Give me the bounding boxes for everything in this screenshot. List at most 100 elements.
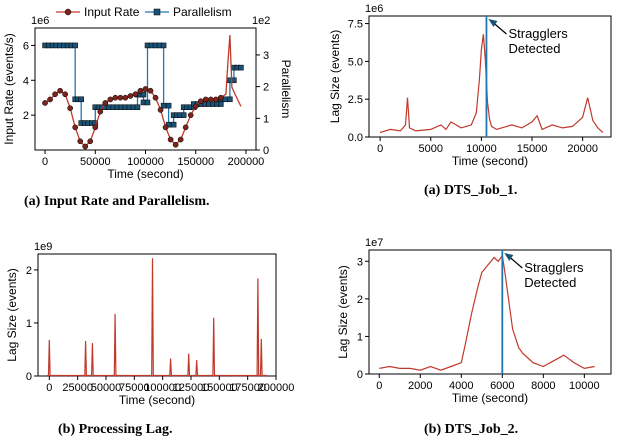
legend-parallelism-label: Parallelism xyxy=(173,5,232,19)
x-tick-label: 150000 xyxy=(177,156,214,168)
input-rate-point xyxy=(62,91,68,98)
y-exponent: 1e6 xyxy=(365,3,383,15)
y-tick-label: 5.0 xyxy=(348,56,363,68)
dts-job-1-chart: 0 5000 10000 15000 20000 0.0 2.5 5.0 7.5 Time (se… xyxy=(328,3,612,168)
y-axis-label: Lag Size (events) xyxy=(328,30,342,123)
y-tick-label: 4 xyxy=(23,75,29,87)
x-tick-label: 125000 xyxy=(173,382,210,394)
lag-line xyxy=(379,254,595,371)
caption-dts-job-1: (a) DTS_Job_1. xyxy=(424,183,518,198)
input-rate-point xyxy=(177,136,184,143)
input-rate-point xyxy=(92,124,99,131)
legend-parallelism-marker xyxy=(153,8,161,16)
input-rate-point xyxy=(67,105,74,112)
x-tick-label: 100000 xyxy=(144,382,181,394)
annotation-arrowhead xyxy=(488,19,498,27)
input-rate-point xyxy=(87,138,94,145)
parallelism-line xyxy=(45,44,241,126)
input-rate-point xyxy=(142,86,149,92)
input-rate-point xyxy=(157,107,164,113)
y-tick-label: 0.0 xyxy=(348,132,363,144)
caption-dts-job-2: (b) DTS_Job_2. xyxy=(424,422,519,437)
y-tick-label: 0 xyxy=(26,371,32,383)
x-tick-label: 200000 xyxy=(228,156,265,168)
parallelism-point xyxy=(227,96,233,103)
lag-line xyxy=(47,258,267,377)
input-rate-point xyxy=(112,94,119,101)
x-tick-label: 0 xyxy=(46,382,52,394)
x-tick-label: 20000 xyxy=(567,143,598,155)
input-rate-point xyxy=(102,100,109,106)
annotation-line-2: Detected xyxy=(508,41,560,56)
y-axis-label: Lag Size (events) xyxy=(5,268,19,361)
plot-frame xyxy=(368,15,612,138)
input-rate-point xyxy=(217,94,224,101)
x-axis-label: Time (second) xyxy=(119,393,195,407)
y2-tick-label: 2 xyxy=(263,82,269,94)
x-tick-label: 150000 xyxy=(201,382,238,394)
x-tick-label: 8000 xyxy=(531,380,555,392)
x-tick-label: 5000 xyxy=(419,143,443,155)
y2-tick-label: 0 xyxy=(263,145,269,157)
x-tick-label: 0 xyxy=(376,380,382,392)
x-axis-label: Time (second) xyxy=(107,167,183,181)
y-tick-label: 7.5 xyxy=(348,19,363,31)
input-rate-point xyxy=(197,98,204,105)
y-exponent: 1e9 xyxy=(34,241,52,253)
parallelism-point xyxy=(160,42,167,49)
input-parallelism-chart: 0 50000 100000 150000 200000 2 4 6 Time (second)… xyxy=(2,5,293,181)
annotation-line-1: Stragglers xyxy=(508,26,568,41)
y-tick-label: 3 xyxy=(357,256,363,268)
input-rate-point xyxy=(82,143,89,150)
x-tick-label: 175000 xyxy=(229,382,266,394)
legend-input-rate-marker xyxy=(64,8,72,16)
y-tick-label: 2 xyxy=(23,110,29,122)
x-tick-label: 100000 xyxy=(127,156,164,168)
legend-input-rate-label: Input Rate xyxy=(84,5,140,19)
parallelism-point xyxy=(144,99,151,106)
legend: Input Rate Parallelism xyxy=(56,5,232,19)
plot-frame xyxy=(368,249,612,375)
x-axis-label: Time (second) xyxy=(452,154,528,168)
parallelism-point xyxy=(180,112,187,118)
y2-tick-label: 1 xyxy=(263,113,269,125)
y-tick-label: 6 xyxy=(23,40,29,52)
parallelism-point xyxy=(134,104,141,110)
input-rate-point xyxy=(152,94,159,101)
input-rate-point xyxy=(162,124,169,131)
y-tick-label: 1 xyxy=(357,331,363,343)
annotation-line-1: Stragglers xyxy=(524,260,584,275)
x-tick-label: 50000 xyxy=(91,382,122,394)
parallelism-point xyxy=(165,102,172,109)
x-tick-label: 6000 xyxy=(490,380,514,392)
input-rate-point xyxy=(147,87,154,94)
input-rate-point xyxy=(77,138,84,145)
parallelism-point xyxy=(78,96,84,103)
annotation-line-2: Detected xyxy=(524,275,576,290)
plot-frame xyxy=(37,253,277,377)
input-rate-point xyxy=(202,96,209,103)
x-tick-label: 4000 xyxy=(449,380,473,392)
x-tick-label: 25000 xyxy=(62,382,93,394)
input-rate-point xyxy=(117,94,124,101)
input-rate-point xyxy=(42,100,48,106)
y-tick-label: 0 xyxy=(357,369,363,381)
input-rate-point xyxy=(107,96,114,103)
x-tick-label: 0 xyxy=(42,156,48,168)
input-rate-point xyxy=(127,93,134,99)
input-rate-point xyxy=(52,91,58,98)
x-axis-label: Time (second) xyxy=(452,391,528,405)
lag-line xyxy=(379,34,604,134)
x-tick-label: 0 xyxy=(377,143,383,155)
input-rate-point xyxy=(167,136,174,143)
input-rate-point xyxy=(132,91,139,98)
input-rate-point xyxy=(122,94,129,101)
x-tick-label: 2000 xyxy=(408,380,432,392)
y-exponent: 1e6 xyxy=(31,15,49,27)
processing-lag-chart: 0 250005000075000100000125000150000175000… xyxy=(5,241,294,407)
y-tick-label: 1 xyxy=(26,318,32,330)
x-tick-label: 50000 xyxy=(80,156,111,168)
dts-job-2-chart: 0 2000 4000 6000 8000 10000 0 1 2 3 Time (second) L… xyxy=(336,237,612,405)
input-rate-point xyxy=(182,124,189,131)
y-tick-label: 2.5 xyxy=(348,94,363,106)
